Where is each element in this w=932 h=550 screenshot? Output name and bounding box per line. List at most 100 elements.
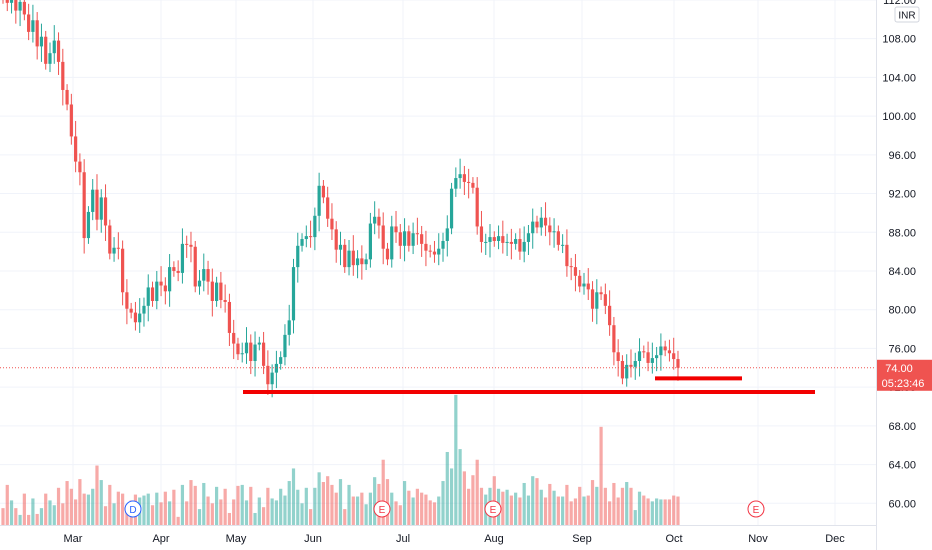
candle-body (573, 267, 578, 276)
volume-bar (65, 481, 69, 525)
candle-body (266, 365, 270, 385)
candle-body (595, 292, 599, 309)
candle-body (381, 225, 385, 249)
candle-body (227, 301, 232, 333)
candle-body (283, 334, 287, 358)
volume-bar (608, 501, 612, 525)
event-marker-e[interactable]: E (747, 500, 765, 518)
volume-bar (590, 480, 595, 525)
candle-body (629, 364, 633, 367)
volume-bar (223, 488, 227, 525)
time-tick-label: Apr (152, 533, 169, 545)
candle-body (326, 197, 330, 219)
candle-body (539, 217, 543, 228)
volume-bar (193, 485, 197, 525)
volume-bar (249, 486, 253, 525)
candle-body (82, 172, 86, 239)
candle-body (232, 332, 236, 344)
volume-bar (424, 494, 428, 525)
volume-bar (22, 493, 26, 525)
volume-bar (338, 479, 343, 525)
candle-body (467, 181, 471, 183)
volume-bar (176, 516, 180, 525)
candle-body (445, 228, 449, 241)
volume-bar (441, 481, 445, 525)
volume-bar (300, 503, 304, 525)
volume-bar (304, 487, 308, 525)
volume-bar (244, 500, 249, 525)
candle-body (475, 187, 479, 227)
volume-bar (437, 496, 441, 525)
volume-bar (206, 496, 210, 525)
candle-body (44, 36, 48, 64)
candle-body (108, 225, 112, 254)
price-tick-label: 84.00 (888, 266, 916, 278)
candle-body (514, 239, 518, 244)
volume-bar (125, 505, 129, 525)
candle-body (313, 215, 317, 238)
candle-body (317, 185, 321, 216)
time-tick-label: Jul (396, 533, 410, 545)
volume-bar (561, 496, 565, 525)
volume-bar (334, 492, 338, 525)
volume-bar (330, 484, 334, 525)
candle-body (398, 232, 402, 246)
candle-body (39, 36, 44, 47)
candle-body (296, 245, 300, 268)
candle-body (321, 185, 325, 198)
volume-bar (283, 495, 287, 525)
volume-bar (69, 488, 73, 525)
volume-bar (266, 487, 270, 525)
volume-bar (655, 498, 659, 525)
candle-body (368, 223, 372, 260)
candle-body (150, 287, 155, 301)
candle-body (642, 351, 646, 353)
candle-body (347, 250, 351, 268)
volume-bar (620, 487, 625, 525)
volume-bar (449, 468, 454, 525)
event-marker-circle (747, 500, 765, 518)
price-axis[interactable]: 112.00 108.00 104.00 100.00 96.00 92.00 88.00 8… (877, 0, 932, 550)
volume-bar (612, 482, 616, 525)
volume-bar (458, 449, 462, 525)
candle-body (441, 240, 445, 249)
candle-body (484, 241, 488, 243)
volume-bar (172, 489, 176, 525)
candle-body (646, 352, 650, 363)
candle-body (612, 325, 616, 353)
time-axis[interactable]: Mar Apr May Jun Jul Aug Sep Oct Nov Dec (64, 533, 846, 545)
volume-bar (270, 498, 274, 525)
candle-body (176, 270, 180, 273)
candle-body (449, 188, 454, 229)
volume-bar (445, 451, 449, 525)
event-marker-e[interactable]: E (484, 500, 502, 518)
candle-body (360, 258, 364, 265)
volume-bar (347, 484, 351, 525)
time-tick-label: Jun (304, 533, 322, 545)
candle-body (172, 267, 176, 271)
event-marker-d[interactable]: D (124, 500, 142, 518)
time-tick-label: Nov (748, 533, 768, 545)
candle-body (133, 312, 138, 323)
currency-badge[interactable]: INR (894, 6, 920, 23)
event-marker-e[interactable]: E (373, 500, 391, 518)
volume-bar (121, 493, 125, 525)
volume-bar (633, 510, 637, 525)
volume-bar (287, 481, 291, 525)
candle-body (394, 226, 398, 233)
currency-label: INR (898, 11, 915, 22)
candle-body (206, 269, 210, 282)
candle-body (56, 40, 61, 62)
candle-body (142, 305, 146, 314)
candle-body (193, 246, 197, 287)
candle-body (377, 216, 381, 226)
volume-bar (676, 496, 680, 525)
candle-body (185, 243, 189, 245)
candle-body (526, 233, 531, 242)
candle-body (95, 189, 99, 220)
volume-bar (61, 503, 65, 525)
candle-body (458, 174, 462, 179)
volume-bar (565, 484, 569, 525)
